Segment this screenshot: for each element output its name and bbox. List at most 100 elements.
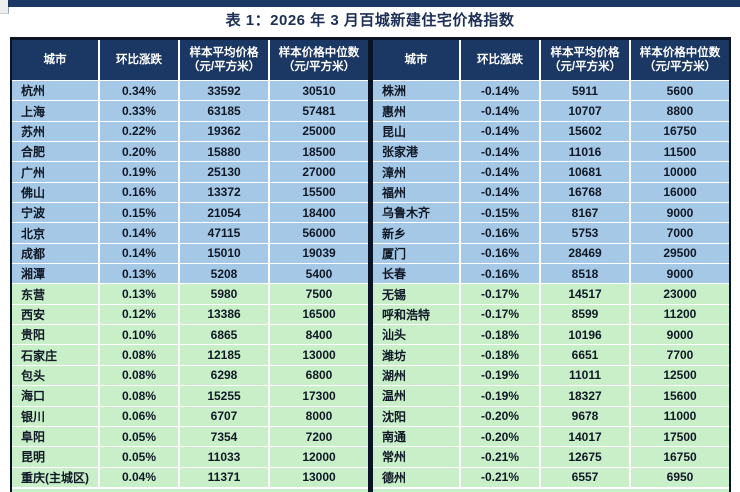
cell-avg: 21054 (180, 203, 270, 223)
table-header: 城市 环比涨跌 样本平均价格 （元/平方米） 样本价格中位数 （元/平方米） (12, 40, 368, 80)
table-row: 广州 0.19% 25130 27000 (12, 161, 368, 182)
cell-median: 16500 (302, 307, 336, 322)
cell-city: 北京 (12, 223, 100, 243)
cell-median: 7200 (305, 429, 333, 444)
column-header: 样本平均价格 （元/平方米） (541, 40, 631, 80)
top-navy-bar (8, 0, 740, 7)
cell-city: 苏州 (12, 121, 100, 142)
cell-avg: 14517 (541, 284, 631, 304)
cell-median: 6950 (666, 470, 694, 485)
cell-city: 南通 (373, 426, 461, 447)
cell-city: 沈阳 (373, 406, 461, 426)
cell-change: -0.18% (461, 325, 541, 345)
cell-avg: 47115 (180, 223, 270, 243)
table-row: 惠州 -0.14% 10707 8800 (373, 100, 729, 121)
cell-change: -0.20% (461, 426, 541, 447)
table-row: 北京 0.14% 47115 56000 (12, 222, 368, 243)
cell-median: 18500 (302, 144, 336, 159)
cell-avg: 16768 (541, 182, 631, 203)
partial-cutoff-row (12, 486, 368, 492)
cell-median: 29500 (663, 246, 697, 261)
cell-change: -0.14% (461, 182, 541, 203)
cell-city: 佛山 (12, 182, 100, 203)
cell-change: 0.13% (100, 284, 180, 304)
cell-change: 0.13% (100, 264, 180, 284)
cell-change: -0.19% (461, 386, 541, 406)
cell-median: 7000 (666, 226, 694, 241)
cell-median: 9000 (666, 266, 694, 281)
cell-city: 阜阳 (12, 426, 100, 447)
cell-city: 东营 (12, 284, 100, 304)
cell-avg: 15602 (541, 121, 631, 142)
cell-city: 贵阳 (12, 325, 100, 345)
cell-change: 0.19% (100, 162, 180, 182)
cell-median: 9000 (666, 327, 694, 342)
table-row: 成都 0.14% 15010 19039 (12, 242, 368, 264)
cell-avg: 12185 (180, 345, 270, 365)
cell-avg: 10707 (541, 101, 631, 121)
table-caption: 表 1：2026 年 3 月百城新建住宅价格指数 (225, 12, 515, 29)
cell-change: -0.17% (461, 304, 541, 325)
cell-change: 0.08% (100, 345, 180, 365)
cell-city: 湖州 (373, 365, 461, 386)
cell-median: 25000 (302, 124, 336, 139)
cell-avg: 25130 (180, 162, 270, 182)
table-row: 常州 -0.21% 12675 16750 (373, 446, 729, 467)
cell-city: 厦门 (373, 243, 461, 264)
price-table-rising: 城市 环比涨跌 样本平均价格 （元/平方米） 样本价格中位数 （元/平方米） 杭州 0.… (10, 40, 368, 492)
table-row: 贵阳 0.10% 6865 8400 (12, 324, 368, 345)
table-header: 城市 环比涨跌 样本平均价格 （元/平方米） 样本价格中位数 （元/平方米） (373, 40, 729, 80)
cell-change: 0.22% (100, 121, 180, 142)
cell-median: 5600 (666, 83, 694, 98)
cell-city: 常州 (373, 447, 461, 467)
cell-median: 8400 (305, 327, 333, 342)
cell-median: 11500 (663, 144, 697, 159)
table-row: 沈阳 -0.20% 9678 11000 (373, 405, 729, 426)
cell-median: 19039 (302, 246, 336, 261)
table-row: 温州 -0.19% 18327 15600 (373, 385, 729, 406)
cell-avg: 8518 (541, 264, 631, 284)
cell-avg: 15880 (180, 142, 270, 162)
table-body: 株洲 -0.14% 5911 5600 惠州 -0.14% 10707 8800 昆山 -0.14… (373, 80, 729, 487)
cell-change: 0.33% (100, 101, 180, 121)
table-row: 上海 0.33% 63185 57481 (12, 100, 368, 121)
cell-median: 6800 (305, 368, 333, 383)
cell-city: 成都 (12, 243, 100, 264)
cell-avg: 6707 (180, 406, 270, 426)
table-row: 湘潭 0.13% 5208 5400 (12, 263, 368, 284)
cell-change: 0.05% (100, 426, 180, 447)
cell-median: 15500 (302, 185, 336, 200)
table-row: 乌鲁木齐 -0.15% 8167 9000 (373, 202, 729, 223)
cell-median: 56000 (302, 226, 336, 241)
cell-change: -0.14% (461, 142, 541, 162)
cell-change: 0.12% (100, 304, 180, 325)
cell-city: 石家庄 (12, 345, 100, 365)
cell-city: 宁波 (12, 203, 100, 223)
table-divider (368, 40, 373, 492)
cell-avg: 11371 (180, 467, 270, 487)
cell-avg: 19362 (180, 121, 270, 142)
table-row: 株洲 -0.14% 5911 5600 (373, 80, 729, 101)
table-row: 西安 0.12% 13386 16500 (12, 303, 368, 325)
cell-change: -0.16% (461, 243, 541, 264)
cell-median: 16750 (663, 449, 697, 464)
cell-avg: 28469 (541, 243, 631, 264)
cell-avg: 6651 (541, 345, 631, 365)
table-body: 杭州 0.34% 33592 30510 上海 0.33% 63185 57481 苏州 0.22… (12, 80, 368, 487)
cell-change: -0.21% (461, 447, 541, 467)
column-header: 样本价格中位数 （元/平方米） (639, 46, 721, 73)
cell-city: 潍坊 (373, 345, 461, 365)
cell-avg: 12675 (541, 447, 631, 467)
cell-city: 汕头 (373, 325, 461, 345)
cell-city: 株洲 (373, 81, 461, 101)
cell-median: 12500 (663, 368, 697, 383)
cell-change: -0.14% (461, 101, 541, 121)
cell-city: 上海 (12, 101, 100, 121)
column-header: 城市 (12, 40, 100, 80)
window-corner-artifact (0, 0, 9, 14)
cell-change: 0.08% (100, 365, 180, 386)
table-row: 包头 0.08% 6298 6800 (12, 364, 368, 386)
cell-change: -0.14% (461, 81, 541, 101)
price-table-falling: 城市 环比涨跌 样本平均价格 （元/平方米） 样本价格中位数 （元/平方米） 株洲 -0… (373, 40, 731, 492)
table-row: 杭州 0.34% 33592 30510 (12, 80, 368, 101)
